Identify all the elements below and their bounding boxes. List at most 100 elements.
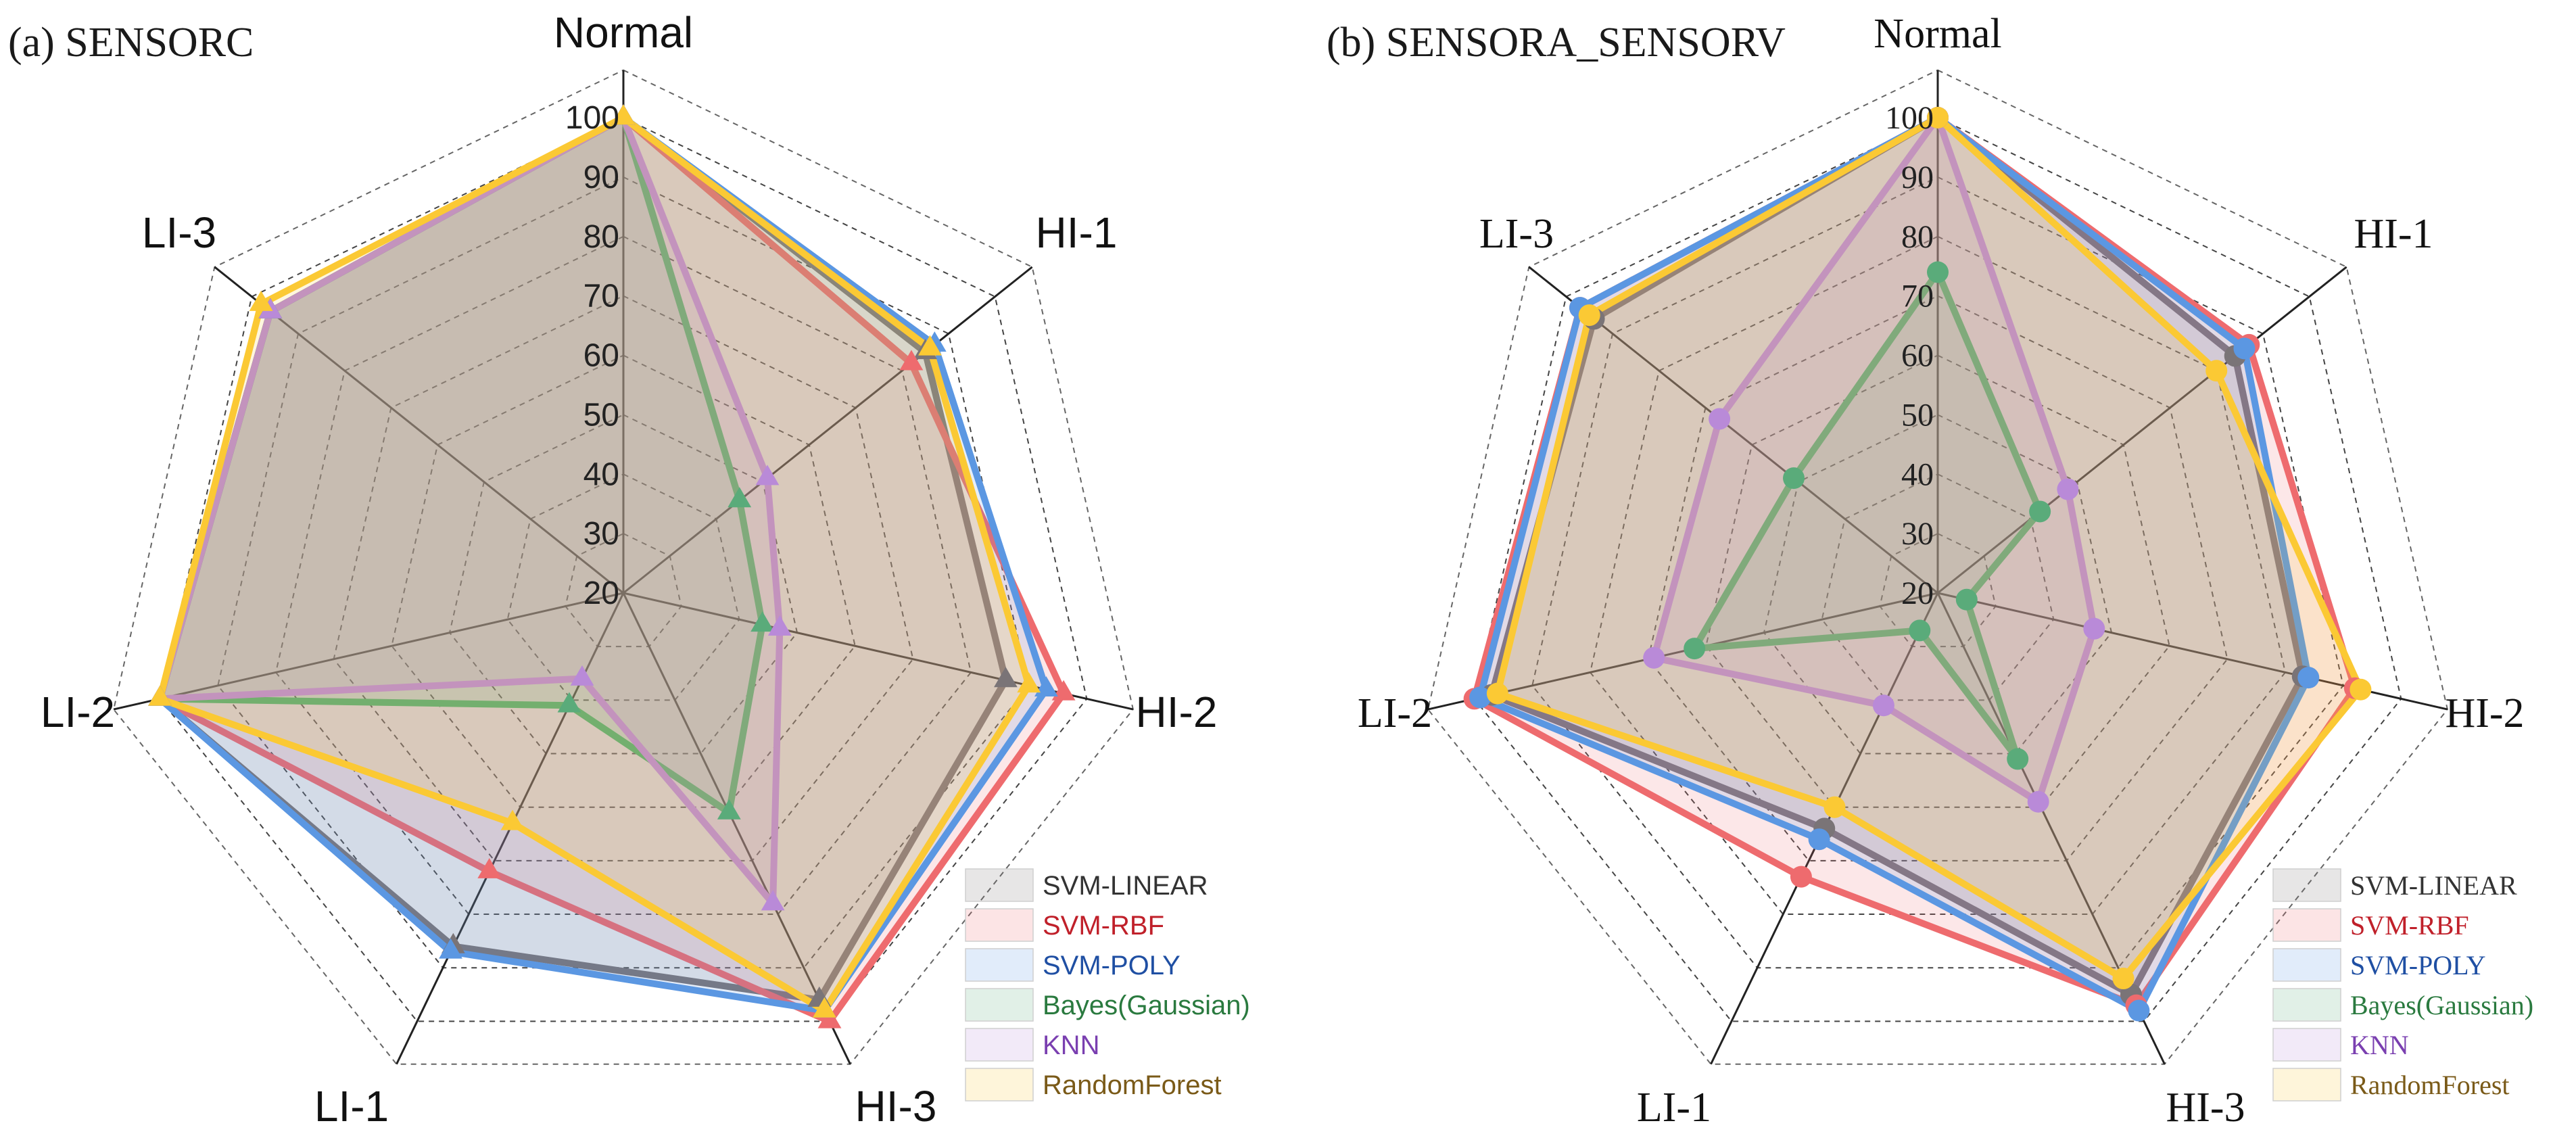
tick-label: 30 [1901,516,1934,552]
series-polygon-knn [156,114,784,907]
data-point-knn [1709,408,1731,430]
legend-label-randomforest: RandomForest [2350,1070,2510,1100]
data-point-knn [755,465,780,486]
axis-label-hi-3: HI-3 [2166,1085,2245,1131]
axis-label-li-1: LI-1 [314,1082,389,1131]
data-point-svm-rbf [477,857,502,878]
legend: SVM-LINEAR SVM-RBF SVM-POLY Bayes(Gaussian)… [965,868,1250,1102]
grid-outer-ring [113,69,1134,1065]
series-polygon-bayes-gaussian [1691,268,2044,763]
grid-ring [159,116,1088,1022]
data-point-randomforest [2350,678,2372,701]
data-point-svm-poly [2233,337,2256,360]
axis-spoke [214,266,624,594]
radar-series [148,104,1076,1028]
panel-title: (b) SENSORA_SENSORV [1327,20,1786,66]
legend-label-randomforest: RandomForest [1043,1070,1222,1100]
radial-tick-labels: 20 30 40 50 60 70 80 90 100 [1885,100,1934,611]
data-point-svm-rbf [817,1008,842,1028]
legend-label-bayes-gaussian: Bayes(Gaussian) [2350,990,2533,1020]
data-point-svm-rbf [1051,680,1076,701]
legend-swatch-svm-linear [2272,868,2341,902]
data-point-bayes-gaussian [557,692,581,713]
data-point-knn [2057,478,2079,500]
data-point-randomforest [1927,107,1949,128]
data-point-randomforest [2112,968,2134,990]
radar-grid [1427,69,2448,1065]
data-point-knn [1643,646,1665,669]
legend-swatch-svm-rbf [965,908,1034,942]
data-point-bayes-gaussian [1955,588,1978,611]
data-point-bayes-gaussian [2029,500,2051,523]
legend-label-bayes-gaussian: Bayes(Gaussian) [1043,991,1250,1020]
data-point-bayes-gaussian [750,611,775,632]
data-point-randomforest [249,290,273,311]
data-point-knn [761,890,785,911]
data-point-randomforest [812,997,836,1018]
data-point-bayes-gaussian [2007,748,2029,770]
data-point-svm-poly [439,938,462,959]
tick-label: 70 [1901,279,1934,314]
axis-label-li-2: LI-2 [1358,690,1432,736]
axis-label-li-3: LI-3 [1479,211,1554,257]
data-point-randomforest [1578,304,1600,327]
panel-title: (a) SENSORC [8,20,254,66]
data-point-knn [570,665,594,686]
series-polygon-svm-linear [1488,114,2306,998]
radar-series [1463,107,2372,1022]
legend-swatch-svm-linear [965,868,1034,902]
tick-label: 40 [1901,456,1934,492]
data-point-randomforest [2205,360,2228,382]
legend-label-svm-poly: SVM-POLY [2350,950,2485,980]
legend-swatch-svm-poly [965,948,1034,982]
data-point-svm-linear [994,667,1018,688]
grid-ring [1473,116,2402,1022]
axis-label-li-1: LI-1 [1637,1085,1711,1131]
data-point-randomforest [1486,682,1508,705]
grid-outer-ring [1427,69,2448,1065]
data-point-randomforest [148,685,172,706]
axis-label-hi-1: HI-1 [1036,208,1118,257]
legend-swatch-bayes-gaussian [2272,988,2341,1022]
tick-label: 20 [583,575,619,611]
tick-label: 40 [583,456,619,492]
series-polygon-randomforest [156,114,1032,1014]
axis-spoke [113,592,624,711]
legend: SVM-LINEAR SVM-RBF SVM-POLY Bayes(Gaussian)… [2272,868,2533,1102]
grid-ring [448,414,798,755]
axis-label-normal: Normal [1874,11,2001,57]
tick-label: 80 [1901,219,1934,255]
tick-label: 60 [583,338,619,374]
axis-spoke [1427,592,1938,711]
axis-label-normal: Normal [554,8,693,57]
data-point-svm-rbf [899,350,924,371]
data-point-bayes-gaussian [1927,261,1949,283]
data-point-knn [1872,694,1894,717]
radar-grid [113,69,1134,1065]
data-point-svm-poly [2297,667,2320,689]
axis-spoke [622,592,851,1065]
axis-labels: Normal HI-1 HI-2 HI-3 LI-1 LI-2 LI-3 [1358,11,2525,1131]
tick-label: 50 [1901,397,1934,433]
data-point-svm-rbf [1790,866,1812,888]
legend-swatch-knn [2272,1028,2341,1062]
tick-label: 100 [1885,100,1934,136]
grid-ring [1763,414,2113,755]
grid-ring [1821,473,2055,701]
tick-label: 30 [583,516,619,552]
legend-swatch-svm-poly [2272,948,2341,982]
legend-label-knn: KNN [2350,1030,2409,1060]
radar-panel-sensorc: (a) SENSORC 20 30 40 50 60 70 80 90 100 Normal HI-… [8,8,1250,1131]
legend-label-knn: KNN [1043,1031,1099,1060]
data-point-bayes-gaussian [717,799,741,820]
tick-label: 100 [565,100,619,136]
grid-ring [217,176,1030,969]
legend-swatch-randomforest [2272,1068,2341,1102]
legend-label-svm-poly: SVM-POLY [1043,951,1180,980]
legend-label-svm-rbf: SVM-RBF [1043,911,1164,941]
grid-ring [506,473,740,701]
data-point-svm-poly [1808,828,1830,851]
radial-tick-labels: 20 30 40 50 60 70 80 90 100 [565,100,619,611]
axis-label-hi-2: HI-2 [2445,690,2524,736]
